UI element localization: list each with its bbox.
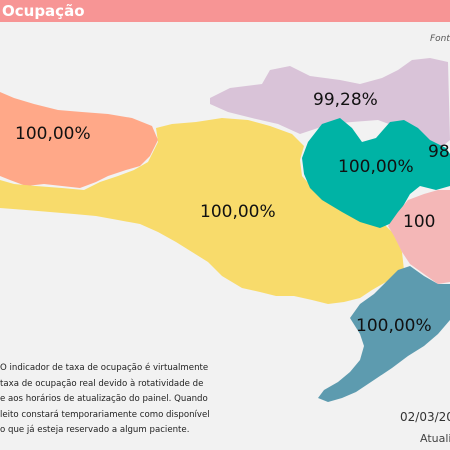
note-line: e aos horários de atualização do painel.…: [0, 394, 208, 404]
region-sul[interactable]: [318, 266, 450, 402]
region-value-sul: 100,00%: [356, 316, 432, 336]
region-value-grande-florianopolis: 100: [403, 212, 436, 232]
region-grande-oeste[interactable]: [0, 92, 158, 188]
note-line: taxa de ocupação real devido à rotativid…: [0, 378, 204, 389]
panel-header: Ocupação: [0, 0, 450, 22]
region-value-nordeste: 98: [428, 142, 450, 162]
note-line: leito constará temporariamente como disp…: [0, 409, 210, 420]
panel-title: Ocupação: [2, 2, 85, 20]
region-value-vale-itajai: 100,00%: [338, 157, 414, 177]
region-grande-florianopolis[interactable]: [388, 190, 450, 284]
note-line: O indicador de taxa de ocupação é virtua…: [0, 363, 209, 373]
region-vale-itajai[interactable]: [302, 118, 450, 228]
region-meio-oeste[interactable]: [0, 118, 404, 304]
region-value-meio-oeste: 100,00%: [200, 202, 276, 222]
source-label: Fonte: [430, 34, 450, 44]
updated-label: Atuali: [420, 432, 450, 445]
region-value-planalto-norte: 99,28%: [313, 90, 378, 110]
note-line: o que já esteja reservado a algum pacien…: [0, 425, 190, 435]
region-value-grande-oeste: 100,00%: [15, 124, 91, 144]
region-planalto-norte[interactable]: [210, 58, 450, 150]
update-date: 02/03/20: [400, 410, 450, 424]
occupancy-note: O indicador de taxa de ocupação é virtua…: [0, 361, 218, 439]
